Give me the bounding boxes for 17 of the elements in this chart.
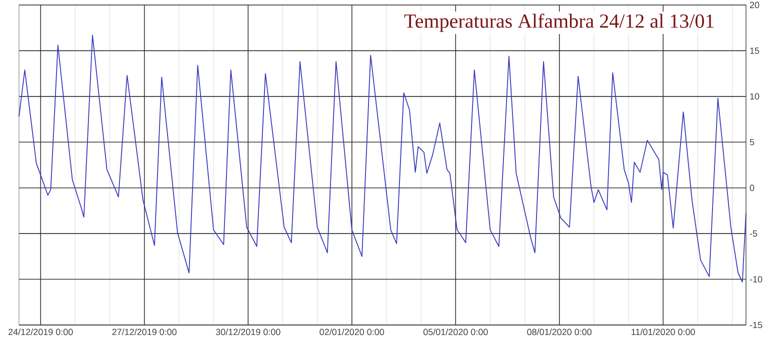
- line-series: [18, 34, 746, 282]
- y-tick-label: -10: [750, 276, 762, 282]
- x-tick-label: 11/01/2020 0:00: [632, 328, 695, 336]
- y-tick-label: -5: [750, 230, 758, 237]
- y-tick-label: 20: [750, 2, 760, 8]
- x-tick-label: 24/12/2019 0:00: [8, 328, 73, 336]
- x-tick-label: 30/12/2019 0:00: [216, 328, 280, 336]
- x-tick-label: 08/01/2020 0:00: [527, 328, 592, 336]
- x-tick-label: 05/01/2020 0:00: [423, 328, 488, 336]
- y-tick-label: 15: [750, 48, 760, 54]
- y-tick-label: 10: [750, 93, 760, 100]
- x-tick-label: 02/01/2020 0:00: [320, 328, 384, 336]
- chart-title: Temperaturas Alfambra 24/12 al 13/01: [404, 14, 714, 32]
- y-tick-label: -15: [750, 322, 762, 328]
- y-tick-label: 0: [750, 184, 754, 192]
- x-tick-label: 27/12/2019 0:00: [112, 328, 177, 336]
- y-tick-label: 5: [750, 138, 754, 146]
